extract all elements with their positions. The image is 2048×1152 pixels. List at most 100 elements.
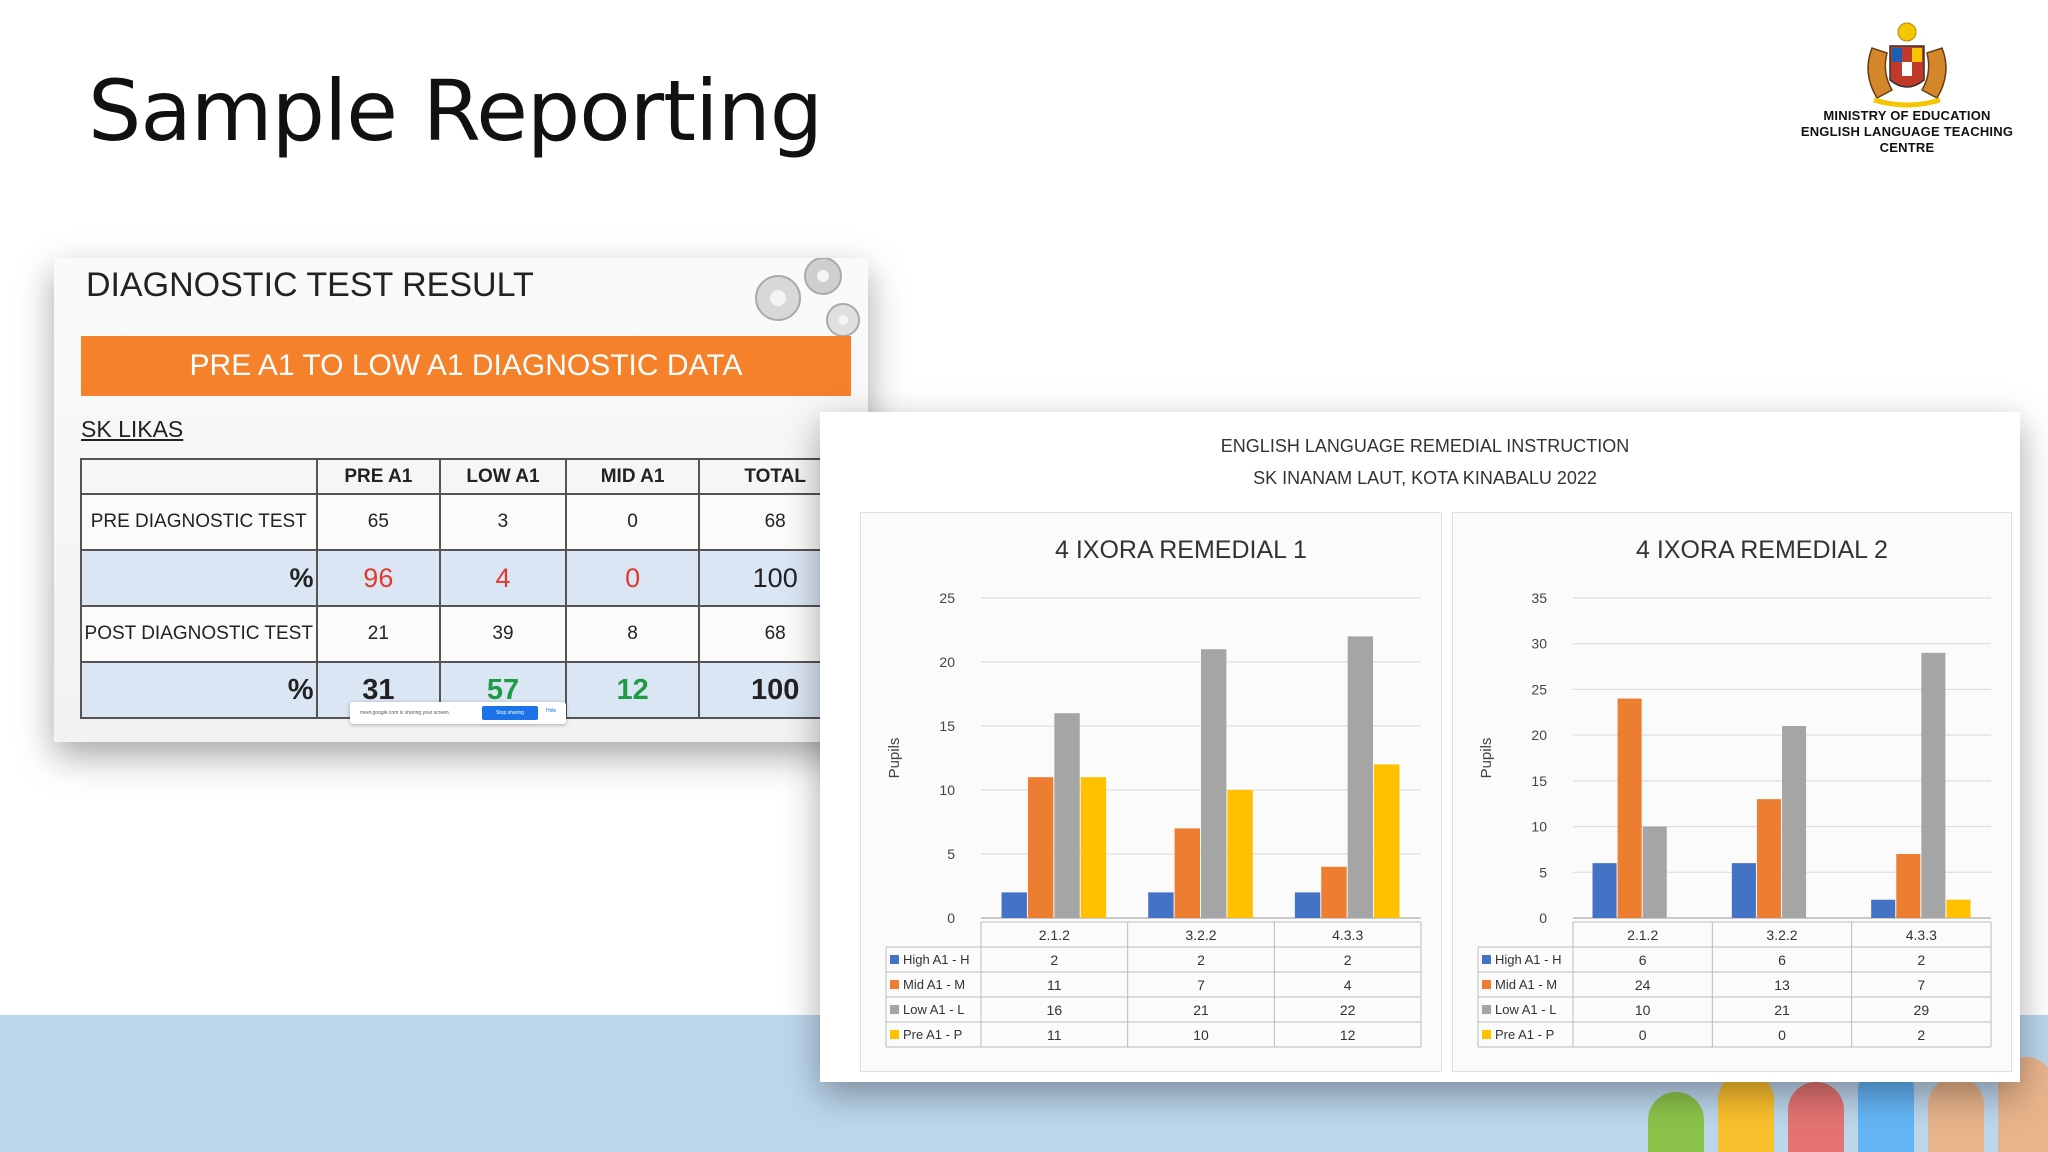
data-label: 7 — [1197, 977, 1205, 993]
legend-swatch — [1482, 1005, 1491, 1014]
data-label: 6 — [1778, 952, 1786, 968]
bar — [1148, 892, 1174, 918]
bar — [1782, 726, 1807, 918]
table-cell: 8 — [564, 605, 701, 663]
bar — [1617, 698, 1642, 918]
y-tick-label: 20 — [939, 654, 955, 670]
x-tick-label: 2.1.2 — [1627, 927, 1658, 943]
slide-title: Sample Reporting — [88, 62, 823, 160]
table-header: MID A1 — [564, 458, 701, 495]
y-tick-label: 0 — [1539, 910, 1547, 926]
remedial-chart-1: 4 IXORA REMEDIAL 1 Pupils 0 5 10 15 20 25 2.1.2 3… — [860, 512, 1442, 1072]
y-tick-label: 5 — [947, 846, 955, 862]
bar — [1201, 649, 1227, 918]
legend-swatch — [1482, 1030, 1491, 1039]
bar — [1054, 713, 1080, 918]
data-label: 2 — [1917, 952, 1925, 968]
x-tick-label: 3.2.2 — [1766, 927, 1797, 943]
y-tick-label: 10 — [939, 782, 955, 798]
x-tick-label: 2.1.2 — [1039, 927, 1070, 943]
data-label: 21 — [1774, 1002, 1790, 1018]
table-header: LOW A1 — [439, 458, 567, 495]
legend-label: High A1 - H — [1495, 952, 1561, 967]
row-label: POST DIAGNOSTIC TEST — [80, 605, 318, 663]
data-label: 2 — [1344, 952, 1352, 968]
remedial-title-line2: SK INANAM LAUT, KOTA KINABALU 2022 — [1253, 468, 1597, 488]
data-label: 4 — [1344, 977, 1352, 993]
table-row: POST DIAGNOSTIC TEST 21 39 8 68 — [80, 605, 852, 663]
data-label: 2 — [1917, 1027, 1925, 1043]
legend-label: Pre A1 - P — [903, 1027, 962, 1042]
diagnostic-title: DIAGNOSTIC TEST RESULT — [86, 266, 534, 304]
legend-label: Low A1 - L — [1495, 1002, 1556, 1017]
bar — [1731, 863, 1756, 918]
ministry-logo: MINISTRY OF EDUCATION ENGLISH LANGUAGE T… — [1782, 18, 2032, 156]
y-tick-label: 15 — [1531, 773, 1547, 789]
stop-sharing-button[interactable]: Stop sharing — [482, 706, 538, 720]
legend-swatch — [890, 1030, 899, 1039]
y-tick-label: 30 — [1531, 636, 1547, 652]
y-axis-label: Pupils — [1478, 738, 1495, 779]
data-label: 2 — [1050, 952, 1058, 968]
legend-swatch — [1482, 955, 1491, 964]
x-tick-label: 4.3.3 — [1332, 927, 1363, 943]
data-label: 24 — [1635, 977, 1651, 993]
bar — [1321, 866, 1347, 918]
bar — [1027, 777, 1054, 918]
y-tick-label: 15 — [939, 718, 955, 734]
bar — [1294, 892, 1321, 918]
bar — [1347, 636, 1374, 918]
diagnostic-banner: PRE A1 TO LOW A1 DIAGNOSTIC DATA — [81, 336, 851, 396]
table-cell: 39 — [439, 605, 567, 663]
data-label: 16 — [1047, 1002, 1063, 1018]
data-label: 21 — [1193, 1002, 1209, 1018]
data-label: 10 — [1635, 1002, 1651, 1018]
gears-icon — [755, 258, 860, 337]
data-label: 2 — [1197, 952, 1205, 968]
x-tick-label: 3.2.2 — [1185, 927, 1216, 943]
org-name-line1: MINISTRY OF EDUCATION — [1823, 108, 1991, 123]
data-label: 0 — [1639, 1027, 1647, 1043]
data-label: 11 — [1047, 977, 1062, 993]
bar — [1592, 863, 1617, 918]
chart-title: 4 IXORA REMEDIAL 1 — [1055, 536, 1307, 564]
remedial-card: ENGLISH LANGUAGE REMEDIAL INSTRUCTION SK… — [820, 412, 2020, 1082]
remedial-title-line1: ENGLISH LANGUAGE REMEDIAL INSTRUCTION — [1220, 436, 1630, 456]
bar — [1227, 790, 1253, 918]
remedial-title: ENGLISH LANGUAGE REMEDIAL INSTRUCTION SK… — [820, 430, 2020, 494]
school-name: SK LIKAS — [81, 416, 184, 442]
table-cell: 0 — [564, 549, 701, 607]
y-tick-label: 25 — [1531, 681, 1547, 697]
bar — [1642, 826, 1667, 918]
remedial-chart-2: 4 IXORA REMEDIAL 2 Pupils 0 5 10 15 20 25 30 35 2.… — [1452, 512, 2012, 1072]
data-label: 13 — [1774, 977, 1790, 993]
org-name-line2: ENGLISH LANGUAGE TEACHING CENTRE — [1800, 124, 2014, 155]
bar-chart-svg: 4 IXORA REMEDIAL 1 Pupils 0 5 10 15 20 25 2.1.2 3… — [885, 536, 1422, 1048]
row-label: % — [80, 549, 318, 607]
data-label: 12 — [1340, 1027, 1356, 1043]
bar — [1756, 799, 1781, 918]
hide-button[interactable]: Hide — [546, 708, 557, 714]
bar — [1946, 899, 1971, 918]
table-cell: 21 — [315, 605, 442, 663]
chart-title: 4 IXORA REMEDIAL 2 — [1636, 536, 1888, 564]
y-tick-label: 20 — [1531, 727, 1547, 743]
y-tick-label: 5 — [1539, 864, 1547, 880]
diagnostic-card: DIAGNOSTIC TEST RESULT PRE A1 TO LOW A1 … — [54, 258, 868, 742]
row-label: % — [80, 661, 318, 719]
data-label: 22 — [1340, 1002, 1356, 1018]
bar-chart-svg: 4 IXORA REMEDIAL 2Pupils051015202530352.… — [1477, 536, 1992, 1048]
table-cell: 96 — [315, 549, 442, 607]
table-cell: 3 — [439, 493, 567, 551]
legend-swatch — [890, 955, 899, 964]
bar — [1896, 854, 1921, 918]
data-label: 7 — [1917, 977, 1925, 993]
diagnostic-table: PRE A1 LOW A1 MID A1 TOTAL PRE DIAGNOSTI… — [80, 458, 852, 719]
table-header — [80, 458, 318, 495]
table-cell: 0 — [564, 493, 701, 551]
crest-icon — [1867, 22, 1947, 108]
table-cell: 4 — [439, 549, 567, 607]
table-row: PRE DIAGNOSTIC TEST 65 3 0 68 — [80, 493, 852, 551]
bar — [1921, 652, 1946, 918]
bar — [1374, 764, 1400, 918]
